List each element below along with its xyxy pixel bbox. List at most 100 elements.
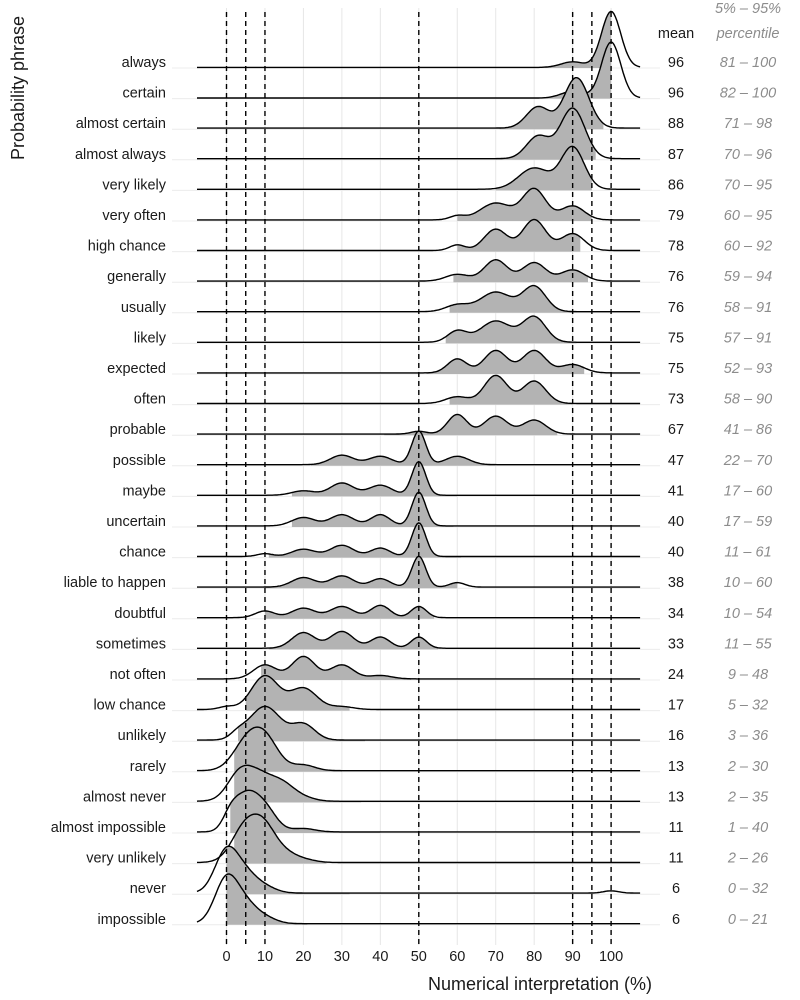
phrase-label: doubtful [114,606,166,622]
phrase-label: usually [121,300,167,316]
percentile-range: 82 – 100 [720,86,776,102]
ridge-fill [541,42,612,99]
phrase-labels: always certain almost certain almost always… [51,55,167,928]
phrase-label: chance [119,545,166,561]
phrase-label: almost certain [76,116,166,132]
mean-value: 87 [668,147,684,163]
mean-value: 11 [668,820,683,836]
ridge-fill [457,188,592,221]
ridge-line [197,258,641,282]
ridge-fill [499,77,604,130]
phrase-label: uncertain [106,514,166,530]
percentile-range: 3 – 36 [728,728,769,744]
x-tick-label: 30 [334,949,350,965]
ridge-fill [311,431,496,466]
ridge-fill [445,316,577,344]
mean-value: 13 [668,759,684,775]
ridge-fill [291,492,454,527]
ridge-line [197,430,641,466]
percentile-range: 2 – 35 [727,789,769,805]
phrase-label: generally [107,269,167,285]
ridge-fill [261,656,412,680]
percentile-range: 17 – 59 [724,514,772,530]
phrase-label: liable to happen [64,575,166,591]
mean-value: 17 [668,698,684,714]
mean-header: mean [658,26,694,42]
mean-value: 6 [672,881,680,897]
x-tick-label: 10 [257,949,273,965]
mean-value: 76 [668,269,684,285]
mean-value: 88 [668,116,684,132]
ridge-line [197,522,641,558]
ridge-line [197,315,641,343]
phrase-label: rarely [130,759,167,775]
x-axis: 0 10 20 30 40 50 60 70 80 90 100 [222,949,623,965]
phrase-label: always [122,55,166,71]
ridge-fill [384,414,558,436]
mean-value: 96 [668,86,684,102]
percentile-range: 52 – 93 [724,361,772,377]
mean-value: 75 [668,361,684,377]
phrase-label: certain [122,86,166,102]
ridge-fill [234,765,362,803]
x-axis-title: Numerical interpretation (%) [428,974,652,994]
mean-value: 41 [668,483,684,499]
ridge-row [172,284,660,314]
phrase-label: probable [110,422,166,438]
phrase-label: very likely [102,177,166,193]
percentile-range: 57 – 91 [724,330,772,346]
phrase-label: almost never [83,789,166,805]
phrase-label: maybe [122,483,166,499]
phrase-label: possible [113,453,166,469]
mean-value: 24 [668,667,684,683]
stat-columns: 96 81 – 100 96 82 – 100 88 71 – 98 87 70 – 96 86… [668,55,776,928]
percentile-range: 60 – 92 [724,239,772,255]
rows-layer [172,10,660,926]
percentile-header-line1: 5% – 95% [715,1,781,17]
mean-value: 73 [668,392,684,408]
ridge-line [196,764,641,802]
ridge-line [197,705,641,741]
ridge-row [172,315,660,344]
ridge-fill [426,350,585,374]
mean-value: 67 [668,422,684,438]
mean-value: 79 [668,208,684,224]
ridge-row [172,258,660,283]
phrase-label: likely [134,330,167,346]
ridge-fill [234,727,342,772]
reference-lines [225,12,612,945]
x-tick-label: 100 [599,949,623,965]
mean-value: 86 [668,177,684,193]
percentile-header-line2: percentile [716,26,780,42]
x-tick-label: 60 [449,949,465,965]
phrase-label: unlikely [118,728,167,744]
x-tick-label: 50 [411,949,427,965]
percentile-range: 2 – 26 [727,851,769,867]
x-tick-label: 0 [222,949,230,965]
ridge-fill [238,706,365,742]
percentile-range: 10 – 54 [724,606,772,622]
mean-value: 96 [668,55,684,71]
percentile-range: 0 – 21 [728,912,768,928]
mean-value: 33 [668,636,684,652]
y-axis-title: Probability phrase [8,16,28,160]
ridge-fill [226,846,350,895]
ridge-fill [449,375,573,405]
phrase-label: almost always [75,147,166,163]
mean-value: 76 [668,300,684,316]
phrase-label: expected [107,361,166,377]
ridge-row [172,845,660,895]
x-tick-label: 20 [295,949,311,965]
percentile-range: 70 – 96 [724,147,773,163]
mean-value: 75 [668,330,684,346]
percentile-range: 58 – 90 [724,392,772,408]
x-tick-label: 70 [488,949,504,965]
percentile-range: 5 – 32 [728,698,768,714]
percentile-range: 58 – 91 [724,300,772,316]
mean-value: 13 [668,789,684,805]
mean-value: 47 [668,453,684,469]
phrase-label: very unlikely [86,851,167,867]
mean-value: 34 [668,606,684,622]
mean-value: 16 [668,728,684,744]
ridge-row [172,145,660,191]
